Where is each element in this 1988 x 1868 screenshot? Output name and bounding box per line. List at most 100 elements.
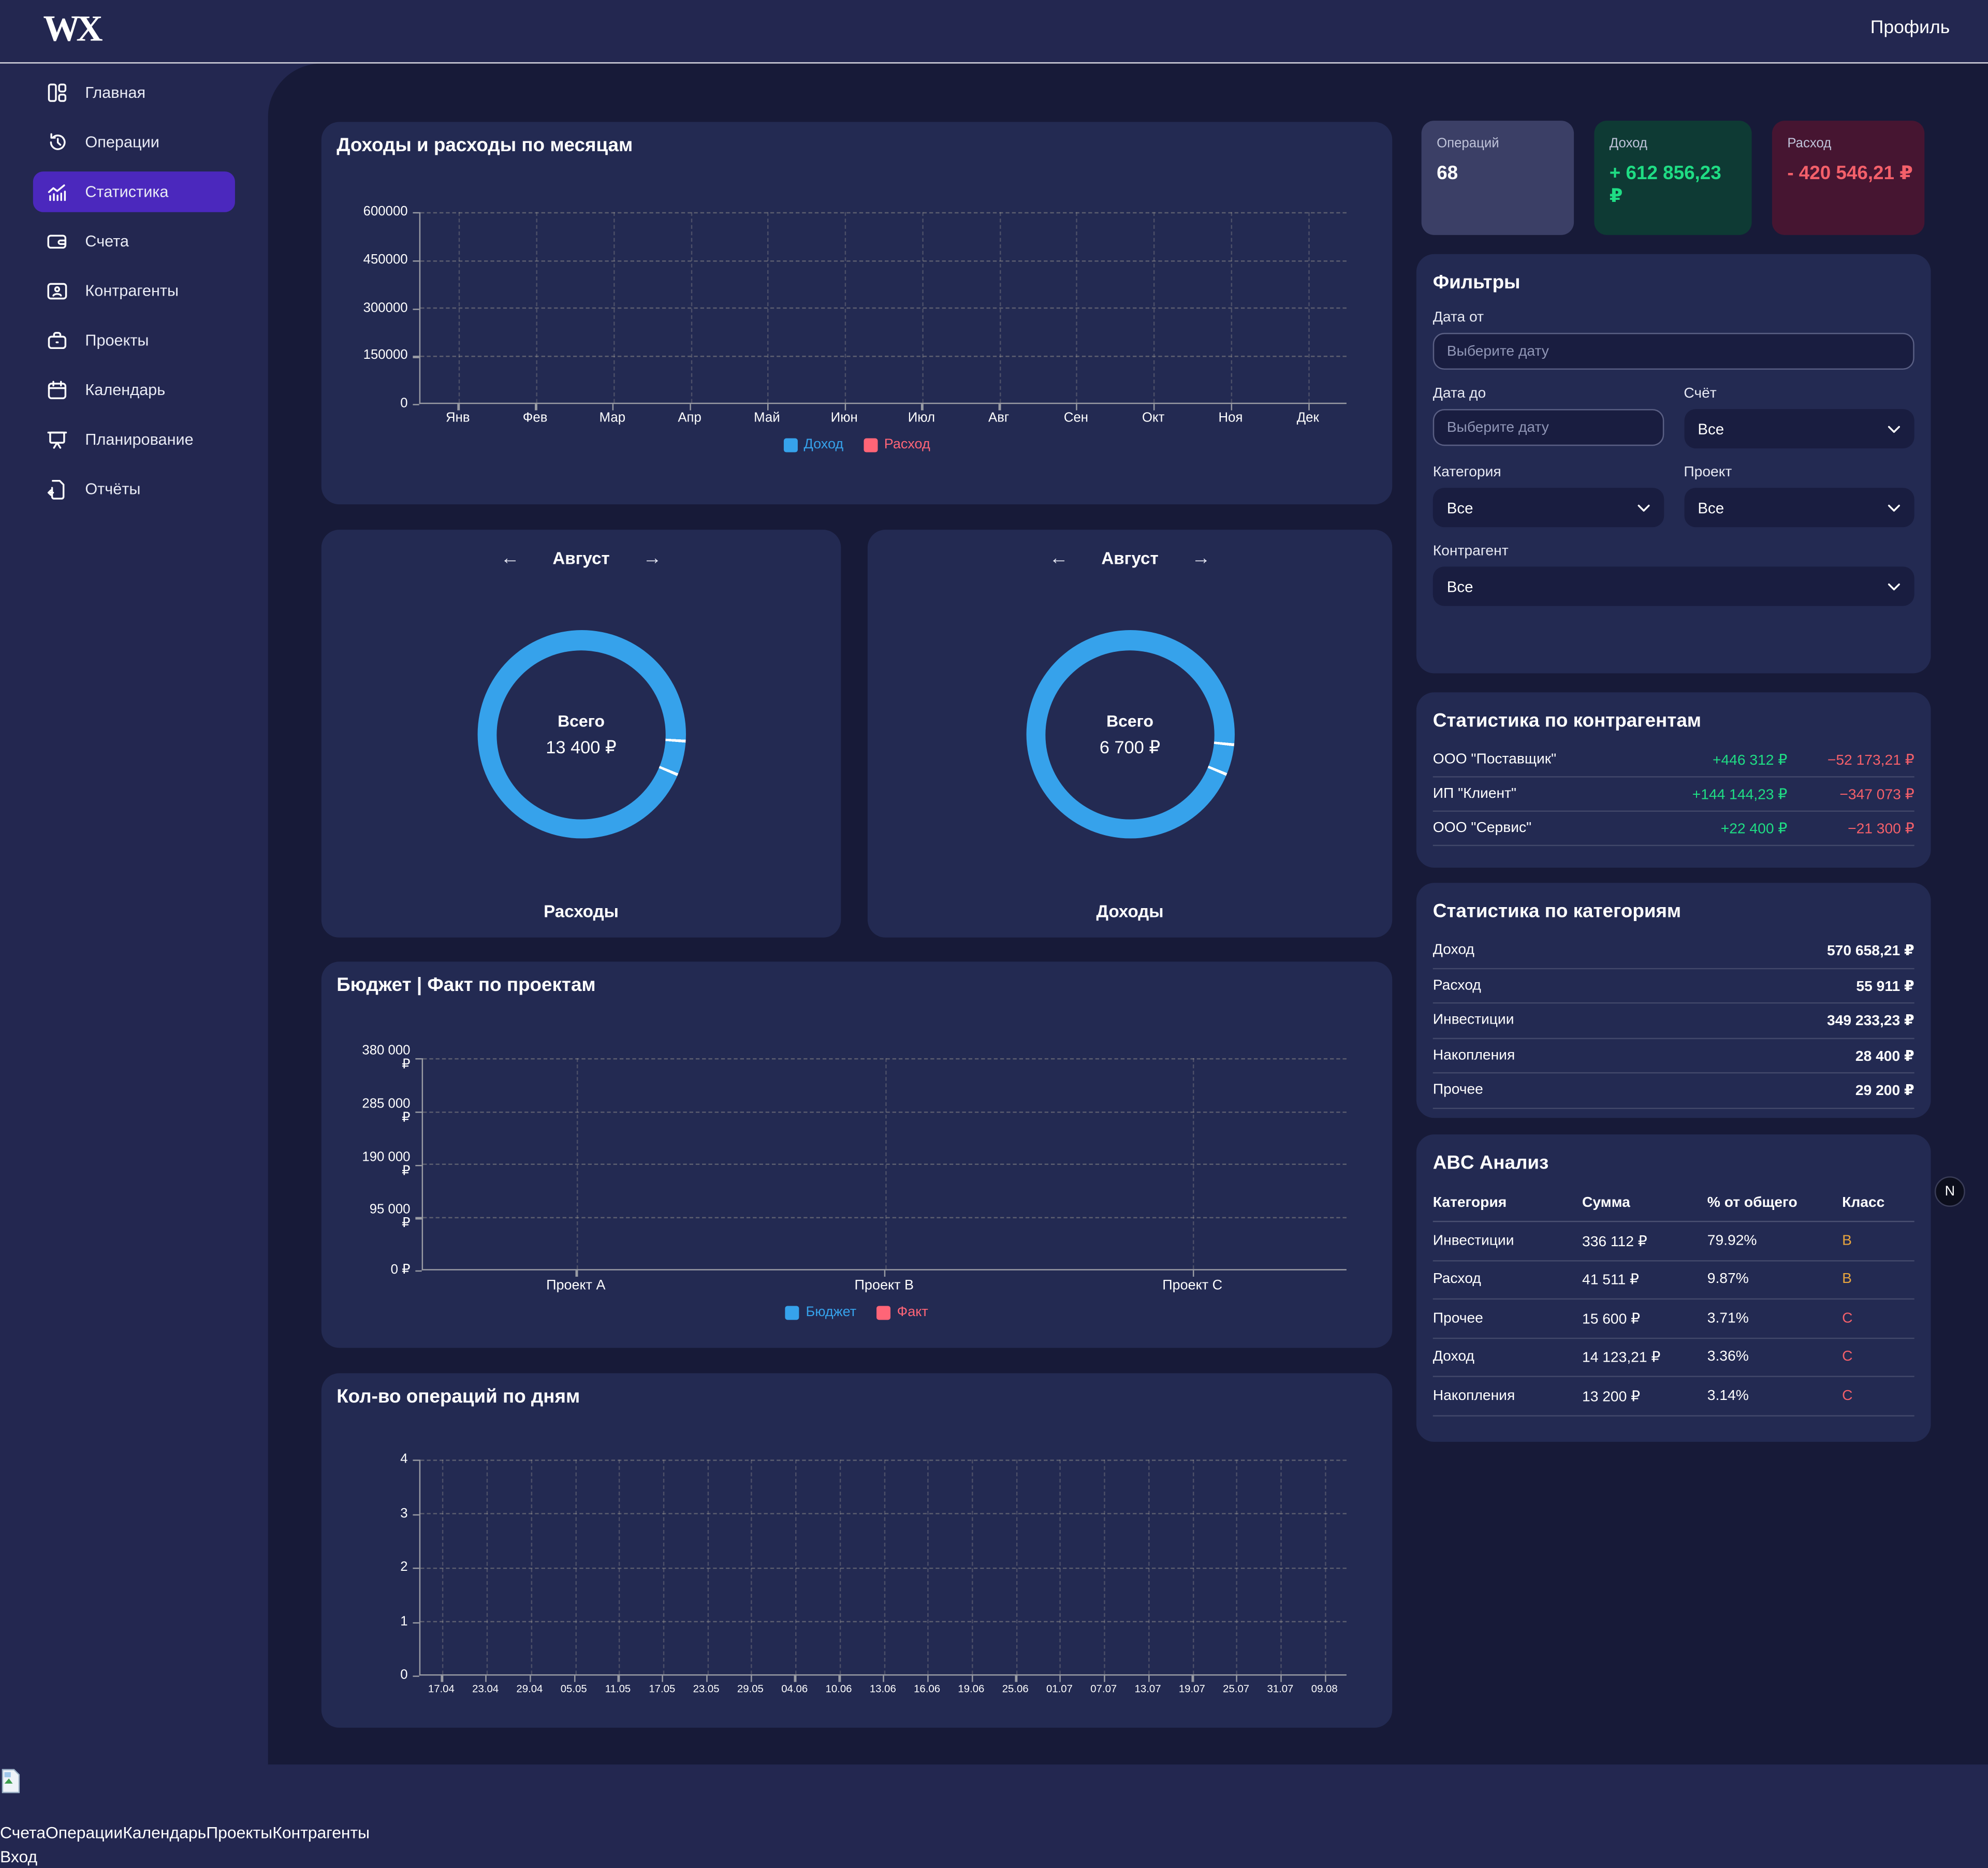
chart-legend: Доход Расход <box>321 437 1392 453</box>
monthly-chart-plot: 600000 450000 300000 150000 0 Янв Фев Мар Апр Май… <box>321 122 1392 505</box>
x-axis-tick-label: Апр <box>678 410 701 426</box>
sidebar-item-6[interactable]: Календарь <box>33 370 235 411</box>
chart-title: Доходы и расходы по месяцам <box>337 135 633 156</box>
legend-item-Расход[interactable]: Расход <box>864 437 930 453</box>
notifications-fab-button[interactable]: N <box>1934 1176 1965 1207</box>
project-label: Проект <box>1684 465 1732 480</box>
prev-month-arrow-icon[interactable]: ← <box>500 547 520 570</box>
abc-cell-sum: 15 600 ₽ <box>1582 1312 1641 1327</box>
history-icon <box>46 131 68 154</box>
x-axis-tick-label: 25.07 <box>1223 1682 1250 1695</box>
sidebar-item-2[interactable]: Статистика <box>33 171 235 212</box>
monthly-income-expense-chart-card: Доходы и расходы по месяцам 600000 450000… <box>321 122 1393 505</box>
category-name: Доход <box>1432 943 1474 958</box>
abc-cell-sum: 336 112 ₽ <box>1582 1234 1647 1250</box>
category-select[interactable]: Все <box>1432 488 1664 528</box>
footer-link-0[interactable]: Счета <box>0 1823 46 1842</box>
next-month-arrow-icon[interactable]: → <box>642 547 662 570</box>
x-axis-tick-label: 17.05 <box>649 1682 676 1695</box>
sidebar-item-3[interactable]: Счета <box>33 221 235 262</box>
operations-count-value: 68 <box>1437 163 1458 184</box>
contractor-row: ИП "Клиент" +144 144,23 ₽ −347 073 ₽ <box>1432 778 1914 812</box>
footer-link-2[interactable]: Календарь <box>123 1823 207 1842</box>
main-content: Доходы и расходы по месяцам 600000 450000… <box>268 63 1988 1765</box>
contractor-select[interactable]: Все <box>1432 566 1914 606</box>
x-axis-tick-label: 09.08 <box>1311 1682 1338 1695</box>
y-axis-tick-label: 600000 <box>363 203 408 220</box>
footer-link-1[interactable]: Операции <box>45 1823 123 1842</box>
legend-item-Факт[interactable]: Факт <box>876 1305 928 1320</box>
footer-link-4[interactable]: Контрагенты <box>272 1823 370 1842</box>
page-footer: СчетаОперацииКалендарьПроектыКонтрагенты… <box>0 1764 1988 1868</box>
donut-center-label: Всего <box>1106 710 1153 730</box>
category-value: 55 911 ₽ <box>1856 979 1914 995</box>
category-row: Инвестиции 349 233,23 ₽ <box>1432 1003 1914 1039</box>
expenses-donut-card: ← Август → Всего 13 400 ₽ Расходы <box>321 530 841 938</box>
contractor-row: ООО "Поставщик" +446 312 ₽ −52 173,21 ₽ <box>1432 743 1914 778</box>
abc-cell-class: C <box>1842 1388 1853 1404</box>
abc-analysis-title: ABC Анализ <box>1432 1152 1549 1174</box>
x-axis-tick-label: Янв <box>446 410 470 426</box>
x-axis-tick-label: 19.06 <box>958 1682 985 1695</box>
abc-cell-category: Расход <box>1432 1272 1481 1288</box>
chevron-down-icon <box>1888 582 1900 590</box>
donut-month-nav: ← Август → <box>321 548 841 570</box>
category-name: Прочее <box>1432 1083 1483 1098</box>
presentation-icon <box>46 428 68 451</box>
prev-month-arrow-icon[interactable]: ← <box>1049 547 1069 570</box>
x-axis-tick-label: 23.05 <box>693 1682 720 1695</box>
budget-chart-plot: 380 000 ₽ 285 000 ₽ 190 000 ₽ 95 000 ₽ 0 ₽ Пр… <box>321 961 1392 1348</box>
legend-item-Доход[interactable]: Доход <box>783 437 843 453</box>
expense-total-value: - 420 546,21 ₽ <box>1787 163 1913 184</box>
sidebar-item-label: Главная <box>85 83 146 102</box>
category-row: Прочее 29 200 ₽ <box>1432 1073 1914 1108</box>
legend-item-Бюджет[interactable]: Бюджет <box>785 1305 856 1320</box>
sidebar-item-1[interactable]: Операции <box>33 122 235 163</box>
donut-month-nav: ← Август → <box>868 548 1392 570</box>
contractor-expense: −21 300 ₽ <box>1848 822 1914 837</box>
chevron-down-icon <box>1888 425 1900 432</box>
x-axis-tick-label: 04.06 <box>781 1682 808 1695</box>
stats-icon <box>46 180 68 203</box>
category-value: 349 233,23 ₽ <box>1826 1014 1914 1030</box>
category-name: Накопления <box>1432 1047 1515 1063</box>
income-total-value: + 612 856,23 ₽ <box>1609 163 1721 207</box>
category-value: 28 400 ₽ <box>1855 1049 1914 1064</box>
x-axis-tick-label: Проект A <box>546 1278 606 1293</box>
abc-cell-sum: 41 511 ₽ <box>1582 1273 1640 1289</box>
login-link[interactable]: Вход <box>0 1847 38 1866</box>
sidebar-item-label: Статистика <box>85 183 169 201</box>
contractor-stats-title: Статистика по контрагентам <box>1432 710 1702 732</box>
donut-total-value: 13 400 ₽ <box>546 736 617 757</box>
x-axis-tick-label: 25.06 <box>1002 1682 1029 1695</box>
project-select[interactable]: Все <box>1684 488 1914 528</box>
abc-cell-sum: 14 123,21 ₽ <box>1582 1350 1661 1366</box>
x-axis-tick-label: Май <box>754 410 780 426</box>
abc-cell-class: B <box>1842 1272 1852 1288</box>
sidebar-item-8[interactable]: Отчёты <box>33 469 235 509</box>
month-label: Август <box>1101 548 1159 568</box>
sidebar-item-7[interactable]: Планирование <box>33 419 235 460</box>
profile-link[interactable]: Профиль <box>1870 18 1950 38</box>
abc-row: Расход 41 511 ₽ 9.87% B <box>1432 1261 1914 1300</box>
x-axis-tick-label: 29.05 <box>737 1682 764 1695</box>
sidebar-item-4[interactable]: Контрагенты <box>33 271 235 312</box>
sidebar-item-0[interactable]: Главная <box>33 72 235 113</box>
abc-cell-class: C <box>1842 1310 1853 1326</box>
filters-panel: Фильтры Дата от Дата до Счёт Все <box>1416 254 1931 674</box>
next-month-arrow-icon[interactable]: → <box>1191 547 1211 570</box>
x-axis-tick-label: 01.07 <box>1046 1682 1073 1695</box>
report-icon <box>46 478 68 501</box>
footer-link-3[interactable]: Проекты <box>206 1823 273 1842</box>
abc-cell-category: Доход <box>1432 1349 1474 1365</box>
abc-cell-category: Инвестиции <box>1432 1233 1514 1249</box>
sidebar-item-5[interactable]: Проекты <box>33 320 235 361</box>
date-from-input[interactable] <box>1432 332 1914 370</box>
sidebar-item-label: Календарь <box>85 381 166 399</box>
donut-caption: Доходы <box>1096 902 1164 921</box>
abc-cell-class: B <box>1842 1233 1852 1249</box>
date-to-input[interactable] <box>1432 409 1664 446</box>
account-select[interactable]: Все <box>1684 409 1914 449</box>
contractor-income: +446 312 ₽ <box>1713 753 1788 769</box>
abc-row: Доход 14 123,21 ₽ 3.36% C <box>1432 1338 1914 1377</box>
